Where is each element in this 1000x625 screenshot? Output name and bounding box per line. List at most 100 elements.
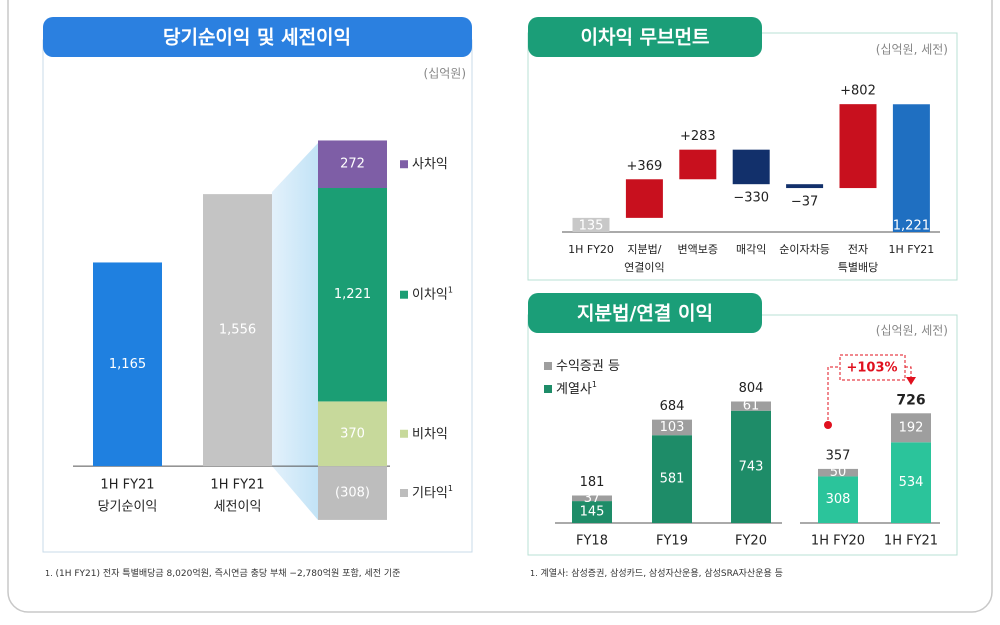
x-tick-label: FY20 <box>735 534 767 549</box>
bar <box>93 262 162 467</box>
value-label: +802 <box>840 84 876 99</box>
value-label: 61 <box>743 399 760 414</box>
total-label: 804 <box>739 381 764 396</box>
value-label: 534 <box>899 475 924 490</box>
bar <box>318 140 387 189</box>
legend-swatch <box>544 385 552 393</box>
value-label: 743 <box>739 459 764 474</box>
legend-note: 1 <box>448 484 453 493</box>
legend-name: 기타익 <box>412 486 448 501</box>
header <box>528 293 762 333</box>
value-label: 1,221 <box>893 219 930 234</box>
value-label: 1,556 <box>219 323 256 338</box>
footnote: 1. 계열사: 삼성증권, 삼성카드, 삼성자산운용, 삼성SRA자산운용 등 <box>530 567 783 579</box>
x-tick-label: 지분법/ <box>627 243 661 256</box>
bar <box>572 501 612 523</box>
x-tick-label: 1H FY20 <box>811 534 865 549</box>
value-label: 103 <box>660 420 685 435</box>
bar <box>891 413 931 443</box>
bar <box>679 149 717 180</box>
x-tick-label: 1H FY20 <box>568 243 614 256</box>
bar <box>786 184 824 189</box>
x-tick-label: 연결이익 <box>624 261 664 274</box>
value-label: 135 <box>579 219 604 234</box>
footnote: 1. (1H FY21) 전자 특별배당금 8,020억원, 즉시연금 충당 부… <box>45 567 400 579</box>
value-label: 37 <box>584 491 601 506</box>
value-label: +283 <box>680 129 716 144</box>
arrowhead <box>906 377 916 385</box>
x-tick-label: 순이자차등 <box>779 243 830 256</box>
legend-swatch <box>400 160 408 169</box>
annotation-box <box>839 354 906 381</box>
value-label: 1,221 <box>334 287 371 302</box>
highlight <box>272 143 318 520</box>
legend-name: 비차익 <box>412 426 448 441</box>
x-tick-label: 1H FY21 <box>888 243 934 256</box>
frame <box>7 0 993 613</box>
total-label: 726 <box>896 392 925 408</box>
bar <box>892 104 930 232</box>
value-label: 192 <box>899 420 924 435</box>
value-label: 370 <box>340 426 365 441</box>
bar <box>318 466 387 520</box>
bar <box>731 401 771 411</box>
legend-label: 이차익1 <box>412 285 453 302</box>
value-label: 272 <box>340 157 365 172</box>
x-tick-label: 세전이익 <box>214 500 262 515</box>
unit: (십억원) <box>424 67 466 81</box>
bar <box>731 410 771 523</box>
header <box>528 17 762 57</box>
title: 이차익 무브먼트 <box>581 27 710 49</box>
legend-note: 1 <box>448 285 453 294</box>
annotation: +103% <box>846 361 897 376</box>
bar <box>572 217 610 232</box>
value-label: 581 <box>660 472 685 487</box>
connector <box>905 366 912 378</box>
bar <box>652 435 692 523</box>
x-tick-label: 특별배당 <box>838 261 878 274</box>
connector <box>827 366 840 425</box>
value-label: +369 <box>627 159 663 174</box>
legend-name: 이차익 <box>412 287 448 302</box>
value-label: −330 <box>733 191 769 206</box>
legend-swatch <box>400 489 408 498</box>
x-tick-label: 매각익 <box>736 243 766 256</box>
legend-name: 수익증권 등 <box>556 359 620 374</box>
x-tick-label: 변액보증 <box>678 243 718 256</box>
legend-name: 사차익 <box>412 157 448 172</box>
legend-label: 계열사1 <box>556 380 597 397</box>
value-label: −37 <box>791 195 818 210</box>
value-label: 50 <box>830 465 847 480</box>
total-label: 357 <box>826 448 851 463</box>
legend-label: 비차익 <box>412 426 448 441</box>
legend-swatch <box>544 362 552 370</box>
bar <box>818 476 858 523</box>
value-label: 1,165 <box>109 357 146 372</box>
x-tick-label: 당기순이익 <box>98 500 158 515</box>
bar <box>839 104 877 189</box>
bar <box>732 149 770 185</box>
x-tick-label: FY18 <box>576 534 608 549</box>
value-label: 308 <box>826 492 851 507</box>
legend-name: 계열사 <box>556 382 592 397</box>
legend-label: 사차익 <box>412 157 448 172</box>
bar <box>203 194 272 467</box>
bar <box>318 401 387 467</box>
header <box>43 17 472 57</box>
legend-swatch <box>400 429 408 438</box>
x-tick-label: 1H FY21 <box>884 534 938 549</box>
bar <box>625 179 663 218</box>
legend-label: 기타익1 <box>412 484 453 501</box>
value-label: (308) <box>335 486 370 501</box>
bar <box>572 495 612 502</box>
total-label: 684 <box>660 399 685 414</box>
title: 지분법/연결 이익 <box>577 303 713 325</box>
bar <box>818 468 858 477</box>
bar <box>318 188 387 402</box>
legend-note: 1 <box>592 380 597 389</box>
bar <box>652 419 692 436</box>
x-tick-label: 1H FY21 <box>100 478 154 493</box>
x-tick-label: 전자 <box>848 243 868 256</box>
legend-swatch <box>400 290 408 299</box>
